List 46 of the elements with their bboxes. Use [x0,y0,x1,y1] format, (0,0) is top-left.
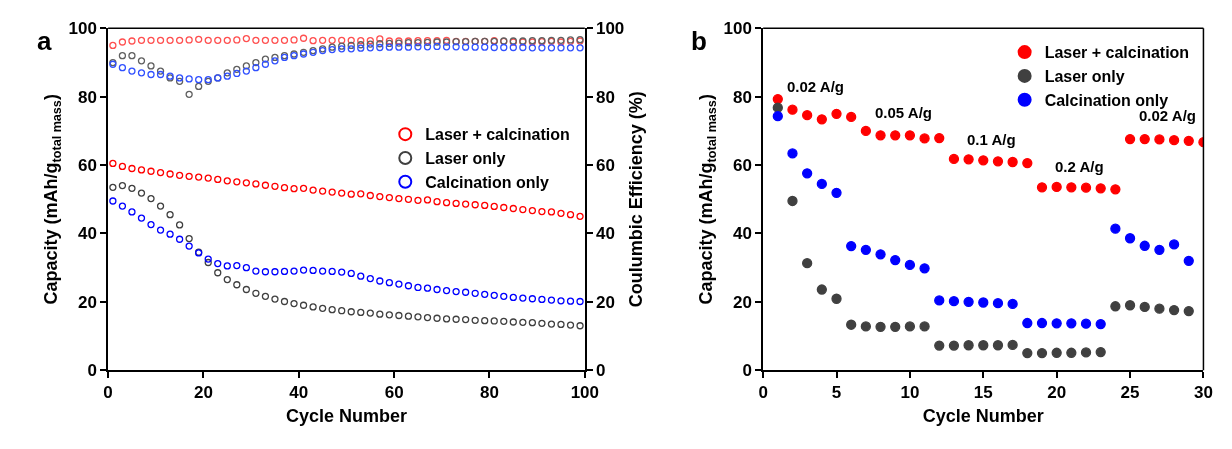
y-tick-label: 100 [68,19,97,39]
legend-label: Calcination only [1044,91,1169,109]
x-tick-label: 25 [1120,383,1140,403]
y2-tick-label: 40 [595,224,615,244]
x-tick-label: 15 [973,383,993,403]
legend-label: Laser only [1044,68,1125,86]
x-tick-label: 20 [193,383,213,403]
y-tick-label: 60 [78,156,97,176]
annotation: 0.1 A/g [967,131,1016,148]
y2-tick-label: 80 [595,87,615,107]
y-tick-label: 80 [733,87,752,107]
y-tick-label: 40 [78,224,97,244]
y-tick-label: 0 [742,361,752,381]
x-tick-label: 0 [758,383,768,403]
x-tick-label: 5 [831,383,842,403]
annotation: 0.05 A/g [875,104,932,121]
x-axis-title: Cycle Number [922,405,1044,426]
chart-title: b [691,26,707,56]
x-tick-label: 0 [103,383,113,403]
y2-axis-title: Coulumbic Efficiency (%) [625,91,646,308]
y-tick-label: 20 [78,292,97,312]
y-tick-label: 0 [87,361,97,381]
annotation: 0.02 A/g [787,78,844,95]
y2-tick-label: 0 [595,361,606,381]
legend-label: Laser + calcination [1044,44,1190,62]
x-tick-label: 30 [1193,383,1213,403]
y2-tick-label: 60 [595,156,615,176]
chart-title: a [37,26,52,56]
y2-tick-label: 20 [595,292,615,312]
x-tick-label: 10 [900,383,920,403]
legend-label: Laser + calcination [425,126,570,144]
y-tick-label: 80 [78,87,97,107]
y2-tick-label: 100 [595,19,625,39]
legend-label: Laser only [425,150,506,168]
x-tick-label: 60 [384,383,404,403]
x-axis-title: Cycle Number [285,405,407,426]
legend-label: Calcination only [425,173,549,191]
x-tick-label: 80 [480,383,499,403]
y-tick-label: 100 [723,19,752,39]
annotation: 0.2 A/g [1055,158,1104,175]
y-tick-label: 20 [733,292,752,312]
x-tick-label: 20 [1047,383,1067,403]
x-tick-label: 40 [289,383,309,403]
y-tick-label: 40 [733,224,752,244]
y-tick-label: 60 [733,156,752,176]
x-tick-label: 100 [570,383,599,403]
